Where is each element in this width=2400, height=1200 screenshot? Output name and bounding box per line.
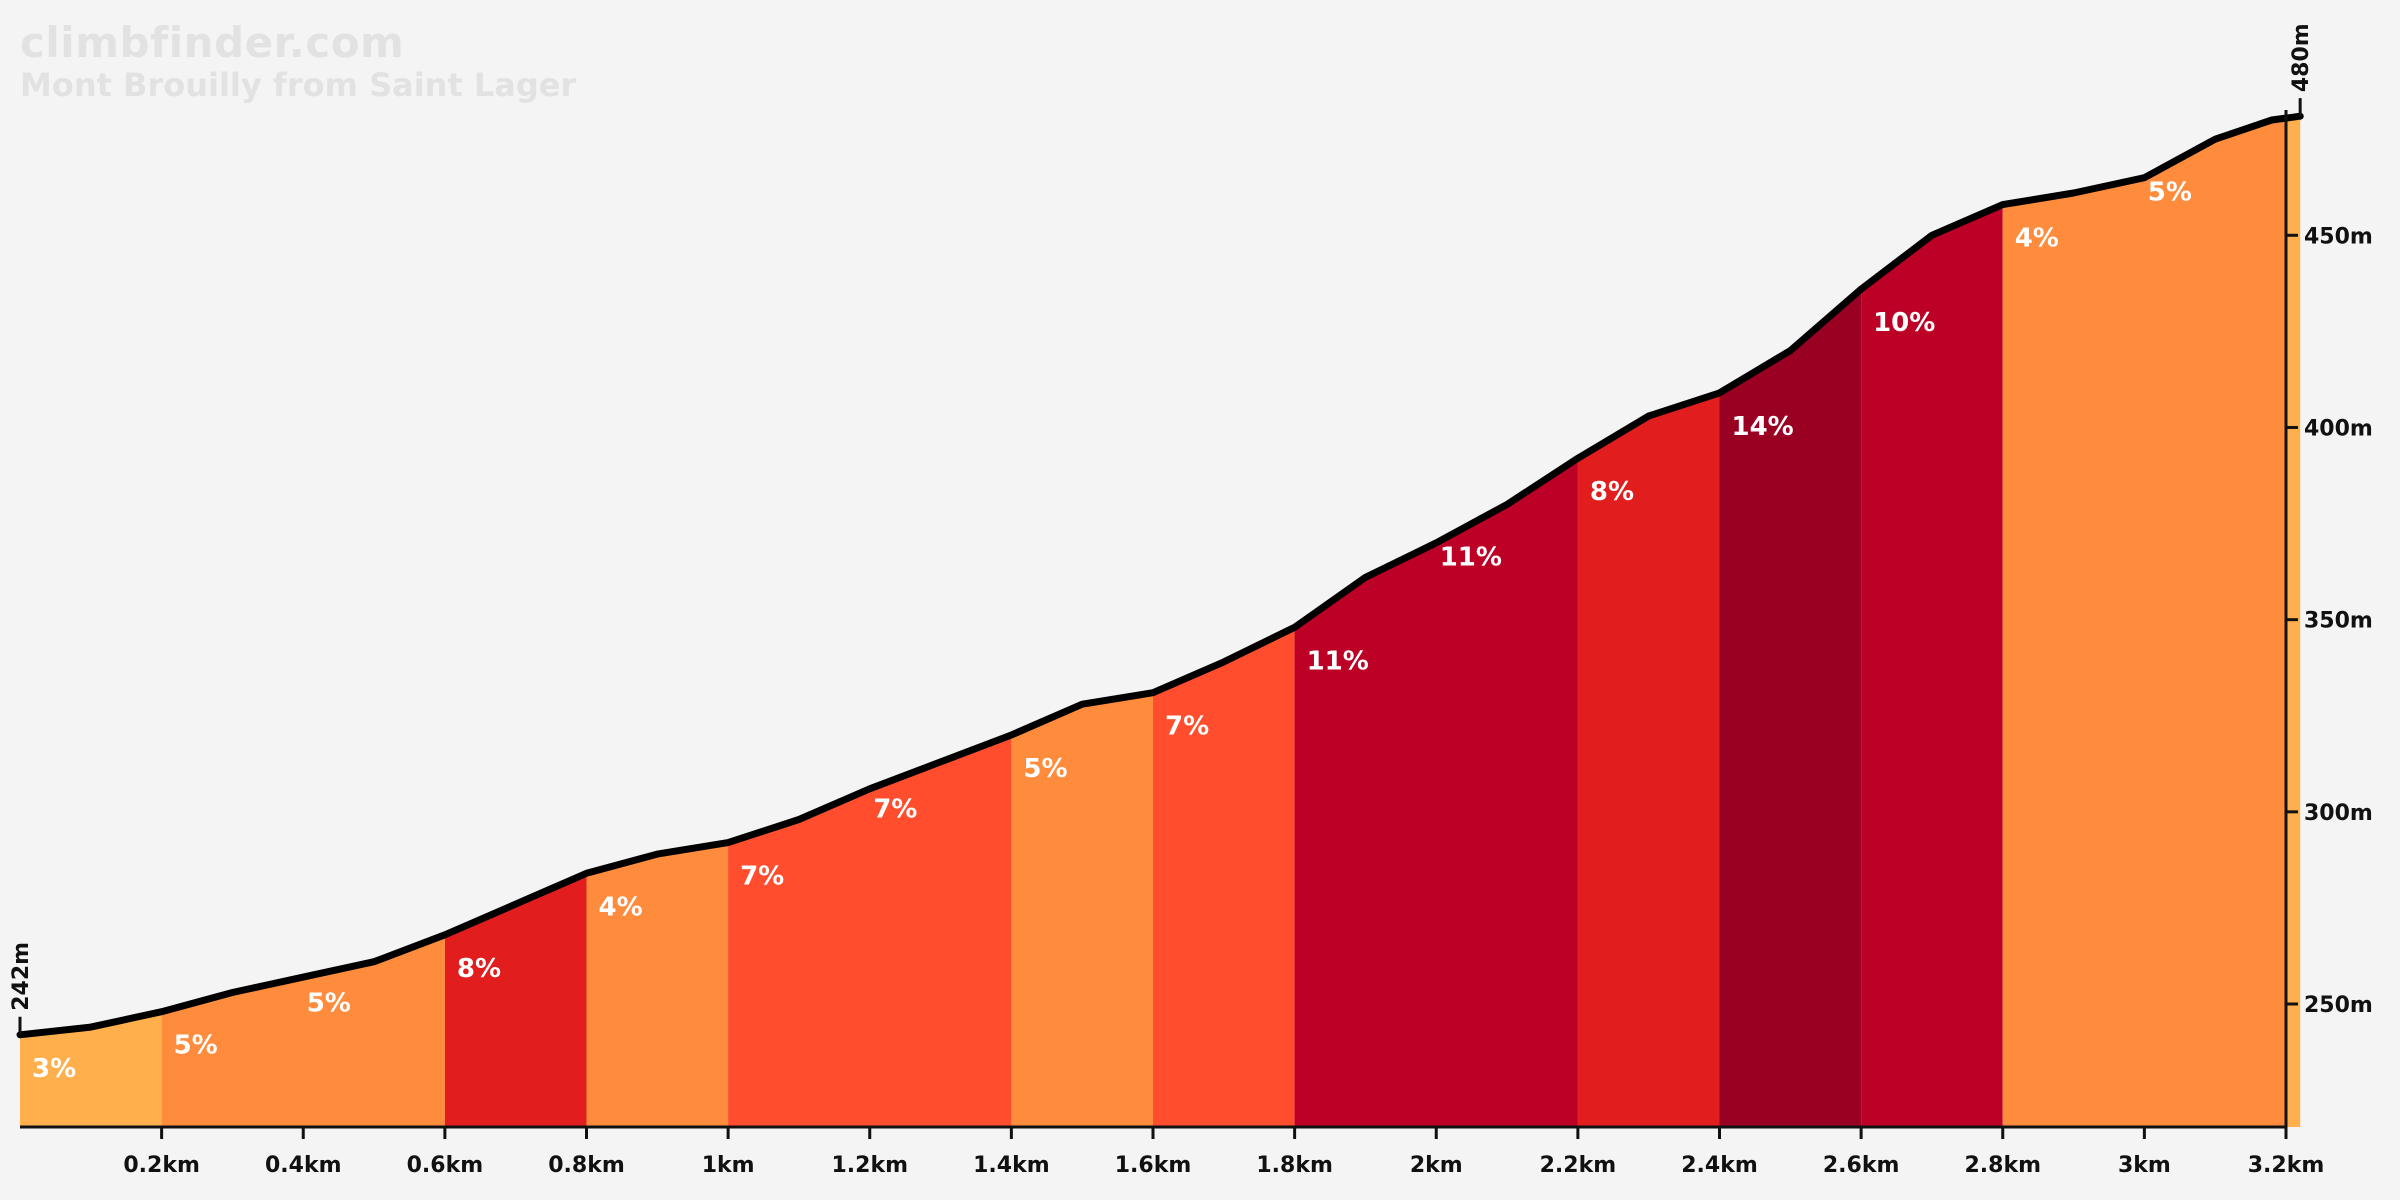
grade-segment-12 — [1719, 289, 1862, 1128]
grade-label-5: 7% — [740, 862, 784, 892]
grade-label-2: 5% — [307, 988, 351, 1018]
y-tick-label-2: 350m — [2304, 609, 2373, 634]
y-tick-label-3: 400m — [2304, 416, 2373, 441]
grade-segments — [20, 116, 2301, 1128]
grade-label-3: 8% — [457, 954, 501, 984]
grade-segment-0 — [20, 1011, 162, 1127]
grade-label-15: 5% — [2148, 177, 2192, 207]
x-tick-label-6: 1.4km — [973, 1153, 1050, 1178]
x-tick-label-5: 1.2km — [831, 1153, 908, 1178]
grade-label-12: 14% — [1732, 412, 1794, 442]
grade-segment-14 — [2002, 118, 2286, 1128]
x-tick-label-7: 1.6km — [1115, 1153, 1192, 1178]
grade-label-1: 5% — [174, 1031, 218, 1061]
axes: 0.2km 0.4km 0.6km 0.8km 1km 1.2km 1.4km 1.6km 1.… — [9, 23, 2373, 1178]
site-brand: climbfinder.com — [20, 18, 405, 67]
x-tick-label-3: 0.8km — [548, 1153, 625, 1178]
grade-segment-13 — [1861, 204, 2003, 1128]
x-tick-label-0: 0.2km — [123, 1153, 200, 1178]
x-tick-label-12: 2.6km — [1823, 1153, 1900, 1178]
x-tick-label-14: 3km — [2118, 1153, 2171, 1178]
grade-label-14: 4% — [2015, 224, 2059, 254]
grade-label-13: 10% — [1873, 308, 1935, 338]
y-tick-label-1: 300m — [2304, 801, 2373, 826]
grade-segment-5 — [728, 735, 1012, 1127]
grade-segment-4 — [586, 842, 729, 1127]
x-tick-label-4: 1km — [702, 1153, 755, 1178]
grade-segment-3 — [444, 873, 587, 1127]
grade-segment-1 — [161, 934, 445, 1127]
grade-segment-8 — [1153, 627, 1295, 1127]
grade-label-11: 8% — [1590, 477, 1634, 507]
climb-title: Mont Brouilly from Saint Lager — [20, 66, 577, 104]
end-elevation-label: 480m — [2289, 23, 2314, 92]
x-tick-label-9: 2km — [1410, 1153, 1463, 1178]
grade-segment-9 — [1294, 458, 1578, 1127]
x-tick-label-10: 2.2km — [1540, 1153, 1617, 1178]
y-tick-label-4: 450m — [2304, 224, 2373, 249]
x-tick-label-11: 2.4km — [1681, 1153, 1758, 1178]
grade-label-8: 7% — [1165, 712, 1209, 742]
grade-label-7: 5% — [1023, 754, 1067, 784]
x-tick-label-13: 2.8km — [1964, 1153, 2041, 1178]
grade-label-9: 11% — [1307, 646, 1369, 676]
y-tick-label-0: 250m — [2304, 993, 2373, 1018]
profile-line-group — [16, 112, 2304, 1039]
x-tick-label-8: 1.8km — [1256, 1153, 1333, 1178]
x-tick-label-2: 0.6km — [407, 1153, 484, 1178]
profile-line — [16, 112, 2304, 1039]
grade-label-6: 7% — [873, 794, 917, 824]
x-tick-label-1: 0.4km — [265, 1153, 342, 1178]
grade-label-10: 11% — [1440, 543, 1502, 573]
grade-label-0: 3% — [32, 1054, 76, 1084]
grade-segment-11 — [1577, 392, 1720, 1127]
start-elevation-label: 242m — [9, 942, 34, 1011]
grade-segment-7 — [1011, 692, 1153, 1127]
x-tick-label-15: 3.2km — [2248, 1153, 2325, 1178]
grade-label-4: 4% — [599, 892, 643, 922]
grade-segment-16 — [2286, 116, 2301, 1127]
grade-labels: 3% 5% 5% 8% 4% 7% 7% 5% 7% 11% 11% 8% 14% 10% 4% 5% — [32, 177, 2192, 1083]
